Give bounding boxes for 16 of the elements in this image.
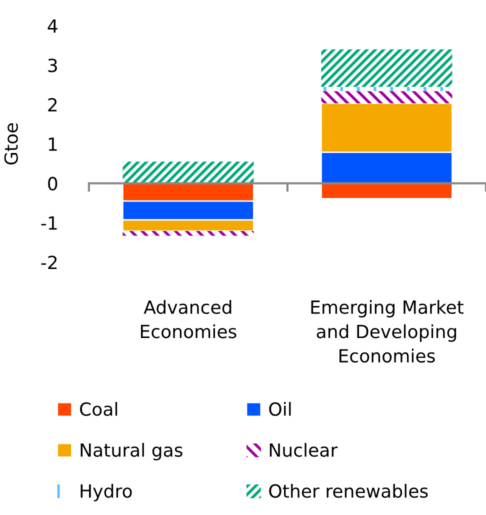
y-tick-label: 1 <box>48 138 57 151</box>
y-tick-label: 4 <box>48 19 58 33</box>
y-tick-label: -2 <box>41 256 57 269</box>
legend-label: Nuclear <box>270 442 338 457</box>
y-tick-label: -1 <box>41 216 57 230</box>
legend-label: Coal <box>80 402 118 416</box>
legend-label: Oil <box>269 402 291 416</box>
legend-label: Natural gas <box>80 442 182 460</box>
legend-label: Hydro <box>80 484 132 502</box>
legend-label: Other renewables <box>269 484 428 498</box>
x-tick-label: Advanced Economies <box>140 300 236 338</box>
y-axis-title: Gtoe <box>4 123 18 165</box>
y-tick-label: 0 <box>48 176 58 190</box>
x-tick-label: Emerging Market and Developing Economies <box>311 300 464 363</box>
y-tick-label: 3 <box>48 58 57 72</box>
y-tick-label: 2 <box>48 98 57 112</box>
